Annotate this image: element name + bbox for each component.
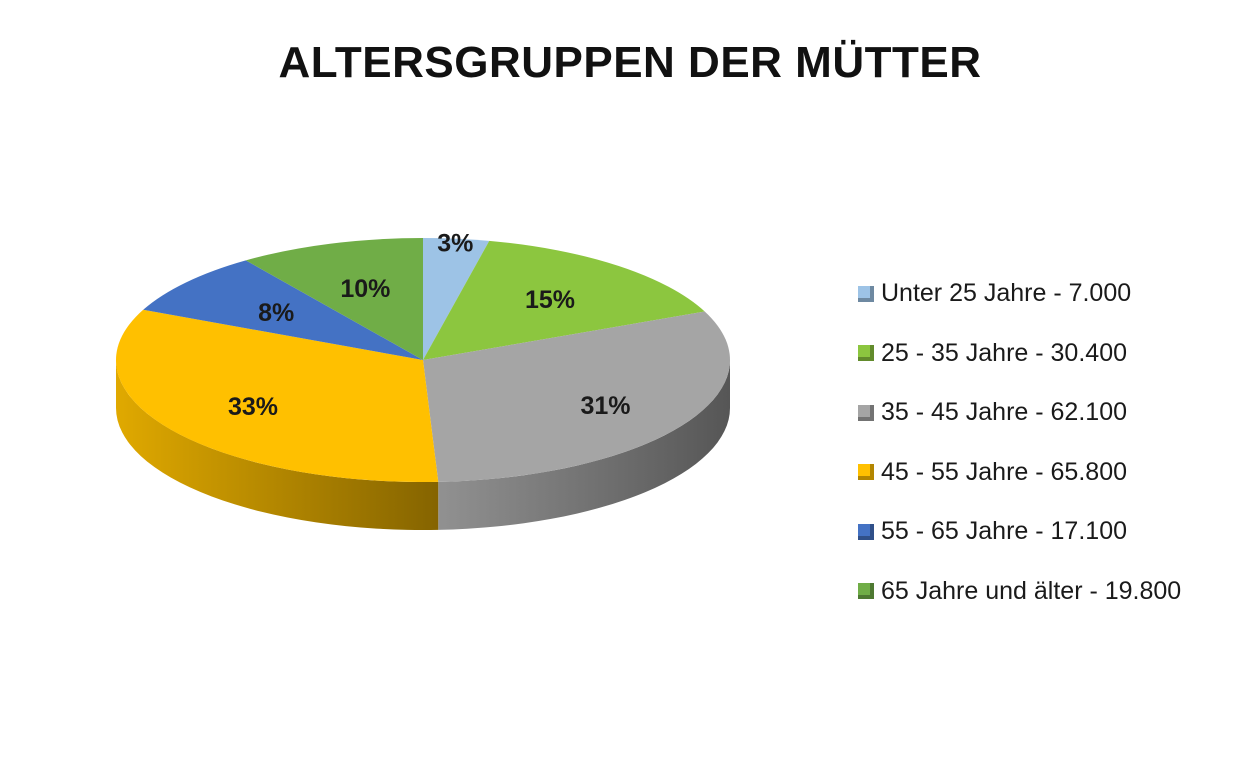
legend-label: 35 - 45 Jahre - 62.100 — [881, 398, 1127, 427]
legend-swatch — [858, 404, 874, 421]
pie-data-labels: 3% 15% 31% 33% 8% 10% — [228, 229, 631, 421]
legend: Unter 25 Jahre - 7.000 25 - 35 Jahre - 30… — [858, 264, 1258, 621]
data-label-5: 10% — [340, 275, 390, 303]
pie-slices — [115, 238, 730, 482]
legend-swatch — [858, 345, 874, 362]
chart-title: ALTERSGRUPPEN DER MÜTTER — [278, 38, 982, 87]
legend-item: 45 - 55 Jahre - 65.800 — [858, 443, 1258, 503]
legend-item: 55 - 65 Jahre - 17.100 — [858, 502, 1258, 562]
pie-slice-2 — [423, 311, 730, 482]
pie-side-2 — [438, 360, 730, 530]
data-label-4: 8% — [258, 299, 294, 327]
pie-slice-1 — [423, 240, 705, 360]
legend-label: 55 - 65 Jahre - 17.100 — [881, 517, 1127, 546]
pie-slice-0 — [423, 238, 490, 360]
legend-swatch — [858, 285, 874, 302]
legend-swatch — [858, 464, 874, 481]
data-label-1: 15% — [525, 286, 575, 314]
data-label-0: 3% — [437, 229, 473, 257]
pie-slice-3 — [115, 309, 439, 482]
pie-slice-5 — [245, 238, 423, 360]
legend-item: 25 - 35 Jahre - 30.400 — [858, 324, 1258, 384]
pie-slice-4 — [143, 260, 423, 360]
pie-side-3 — [116, 360, 439, 530]
legend-label: 65 Jahre und älter - 19.800 — [881, 576, 1182, 605]
legend-item: 35 - 45 Jahre - 62.100 — [858, 383, 1258, 443]
legend-label: 45 - 55 Jahre - 65.800 — [881, 457, 1127, 486]
legend-item: Unter 25 Jahre - 7.000 — [858, 264, 1258, 324]
legend-item: 65 Jahre und älter - 19.800 — [858, 562, 1258, 622]
data-label-2: 31% — [580, 392, 630, 420]
data-label-3: 33% — [228, 393, 278, 421]
pie-side-walls — [116, 360, 730, 530]
legend-label: Unter 25 Jahre - 7.000 — [881, 279, 1132, 308]
legend-swatch — [858, 583, 874, 600]
legend-label: 25 - 35 Jahre - 30.400 — [881, 338, 1127, 367]
legend-swatch — [858, 523, 874, 540]
